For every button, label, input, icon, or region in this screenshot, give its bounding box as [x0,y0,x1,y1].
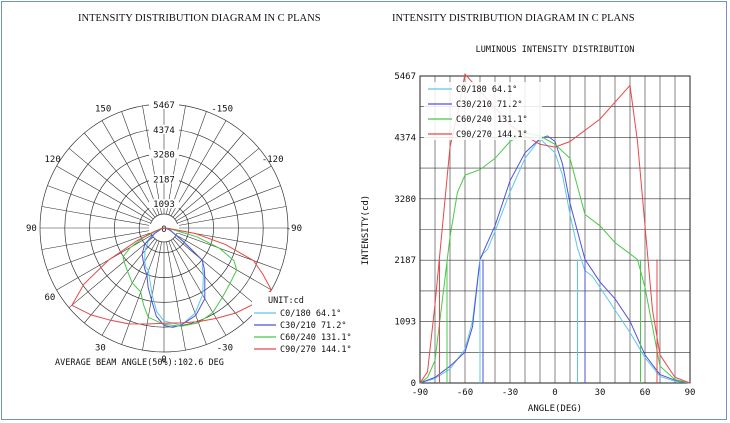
polar-spoke [56,165,165,229]
polar-angle-label: -150 [211,105,233,115]
series-line [419,137,691,384]
legend-label: C30/210 71.2° [456,100,523,110]
polar-angle-label: -90 [286,224,302,234]
polar-spoke [163,227,186,351]
polar-legend-label: C90/270 144.1° [280,345,352,355]
y-tick-label: 3280 [394,195,416,205]
polar-beam-angle-label: AVERAGE BEAM ANGLE(50%):102.6 DEG [55,358,224,368]
series-line [419,132,691,384]
polar-angle-label: 90 [26,224,37,234]
polar-angle-label: 60 [45,293,56,303]
polar-radial-label-bg [149,149,179,159]
polar-radial-label: 2187 [153,175,175,185]
x-axis-label: ANGLE(DEG) [528,404,582,414]
polar-spoke [84,227,165,324]
polar-spoke [163,148,260,229]
polar-spoke [163,227,227,336]
x-tick-label: -30 [502,388,518,398]
polar-angle-label: 120 [45,155,61,165]
polar-series-curve [71,227,273,325]
polar-spoke [163,227,272,291]
x-tick-label: 60 [640,388,651,398]
polar-radial-label: 1093 [153,200,175,210]
polar-angle-label: -120 [262,155,284,165]
polar-angle-label: -30 [217,344,233,354]
polar-radial-label: 4374 [153,126,175,136]
polar-radial-label: 5467 [153,101,175,111]
legend-label: C60/240 131.1° [456,115,528,125]
y-tick-label: 0 [411,379,416,389]
polar-spoke [142,227,165,351]
polar-series-curve [122,227,238,327]
polar-chart-title: INTENSITY DISTRIBUTION DIAGRAM IN C PLAN… [78,13,321,24]
polar-spoke [163,227,207,345]
polar-radial-label-bg [149,199,179,209]
polar-legend-label: C60/240 131.1° [280,333,352,343]
y-tick-label: 4374 [394,133,416,143]
polar-spoke [163,120,227,229]
series-line [419,135,691,384]
polar-spoke [163,206,287,229]
polar-radial-label-bg [149,174,179,184]
polar-radial-label-bg [149,100,179,109]
x-tick-label: -60 [457,388,473,398]
legend-bg [424,82,542,140]
polar-spoke [121,227,165,345]
polar-spoke [47,227,165,271]
polar-angle-label: 30 [95,344,106,354]
legend-label: C90/270 144.1° [456,130,528,140]
polar-radial-label-bg [149,124,179,134]
line-chart-title: INTENSITY DISTRIBUTION DIAGRAM IN C PLAN… [392,13,635,24]
legend-label: C0/180 64.1° [456,85,517,95]
polar-spoke [163,165,272,229]
polar-series-curve [141,227,206,328]
plot-border [419,75,691,384]
y-tick-label: 5467 [394,72,416,82]
polar-spoke [84,132,165,229]
polar-radial-label: 0 [161,225,166,235]
polar-spoke [121,111,165,229]
polar-spoke [68,148,165,229]
y-axis-label: INTENSITY(cd) [361,195,371,265]
polar-spoke [47,185,165,229]
polar-spoke [163,132,244,229]
polar-angle-label: 0 [161,355,166,365]
x-tick-label: 30 [595,388,606,398]
polar-spoke [41,206,165,229]
polar-legend-label: C30/210 71.2° [280,321,347,331]
polar-spoke [163,227,260,308]
polar-radial-label: 3280 [153,151,175,161]
polar-spoke [163,185,281,229]
x-tick-label: 90 [685,388,696,398]
polar-spoke [163,111,207,229]
series-line [419,73,691,384]
polar-spoke [163,227,281,271]
polar-spoke [101,227,165,336]
y-tick-label: 2187 [394,256,416,266]
polar-unit-label: UNIT:cd [268,296,304,306]
x-tick-label: 0 [552,388,557,398]
polar-spoke [41,227,165,250]
polar-legend-label: C0/180 64.1° [280,309,341,319]
y-tick-label: 1093 [394,318,416,328]
x-tick-label: -90 [412,388,428,398]
polar-angle-label: 150 [95,105,111,115]
polar-spoke [101,120,165,229]
line-chart-subtitle: LUMINOUS INTENSITY DISTRIBUTION [476,45,635,55]
